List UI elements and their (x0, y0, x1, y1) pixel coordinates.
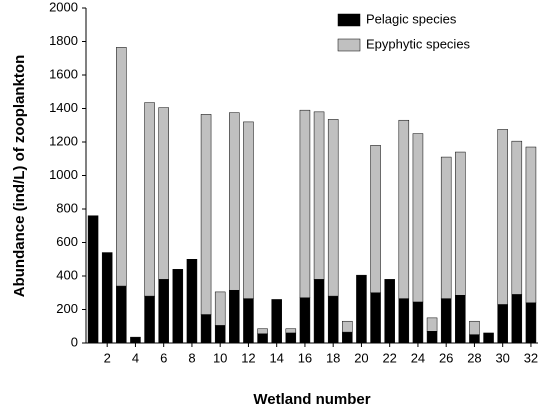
bar-segment (229, 289, 240, 344)
x-tick-label: 4 (132, 350, 139, 365)
bar-segment (455, 295, 466, 344)
x-tick-label: 2 (104, 350, 111, 365)
y-tick-label: 1600 (49, 66, 78, 81)
x-tick-label: 16 (298, 350, 312, 365)
x-tick-label: 8 (188, 350, 195, 365)
bar-segment (483, 332, 494, 344)
y-tick-label: 1000 (49, 167, 78, 182)
bar-segment (172, 269, 184, 344)
bar-segment (87, 215, 99, 344)
y-tick-label: 1400 (49, 100, 78, 115)
bar-segment (384, 279, 395, 344)
bar-segment (525, 146, 537, 304)
bar-segment (440, 156, 452, 299)
x-tick-label: 32 (524, 350, 538, 365)
bar-segment (525, 302, 537, 344)
bar-segment (370, 145, 381, 293)
legend-swatch (337, 38, 361, 52)
bar-segment (116, 47, 127, 287)
bar-segment (327, 295, 339, 344)
y-tick-label: 0 (71, 334, 78, 349)
x-tick-label: 28 (467, 350, 481, 365)
bar-segment (158, 279, 169, 344)
x-tick-label: 30 (495, 350, 509, 365)
bar-segment (426, 331, 438, 344)
legend-label: Epyphytic species (366, 36, 471, 51)
y-tick-label: 800 (56, 200, 78, 215)
bar-segment (511, 294, 523, 344)
bar-segment (412, 301, 424, 344)
bar-segment (130, 336, 141, 344)
x-tick-label: 10 (213, 350, 227, 365)
bar-segment (497, 129, 508, 305)
y-tick-label: 1200 (49, 133, 78, 148)
bar-segment (327, 119, 339, 297)
bar-segment (313, 111, 325, 280)
bar-segment (257, 328, 268, 335)
bar-segment (342, 331, 353, 344)
y-tick-label: 200 (56, 301, 78, 316)
bar-segment (158, 107, 169, 280)
legend-swatch (337, 13, 361, 27)
bar-segment (313, 279, 325, 344)
x-tick-label: 18 (326, 350, 340, 365)
x-axis-title: Wetland number (253, 391, 370, 408)
bar-segment (299, 109, 311, 299)
bar-segment (285, 332, 297, 344)
bar-segment (144, 102, 155, 297)
x-tick-label: 26 (439, 350, 453, 365)
bar-segment (271, 299, 282, 344)
bar-segment (440, 298, 452, 344)
x-tick-label: 20 (354, 350, 368, 365)
y-tick-label: 2000 (49, 0, 78, 14)
bar-segment (370, 292, 381, 344)
bar-segment (426, 317, 438, 332)
bar-segment (243, 121, 254, 299)
bar-segment (398, 119, 410, 299)
y-tick-label: 400 (56, 267, 78, 282)
bar-segment (243, 298, 254, 344)
x-tick-label: 24 (411, 350, 425, 365)
bar-segment (398, 298, 410, 344)
bar-segment (257, 333, 268, 344)
bar-segment (342, 320, 353, 333)
bar-segment (144, 295, 155, 344)
bar-segment (214, 291, 226, 326)
bar-segment (469, 334, 480, 344)
bar-segment (285, 328, 297, 334)
bar-segment (469, 320, 480, 335)
x-tick-label: 14 (269, 350, 283, 365)
x-tick-label: 12 (241, 350, 255, 365)
legend-label: Pelagic species (366, 11, 457, 26)
bar-segment (229, 112, 240, 291)
y-axis-title: Abundance (ind/L) of zooplankton (11, 55, 28, 297)
bar-segment (412, 133, 424, 303)
bar-segment (455, 151, 466, 296)
x-tick-label: 22 (382, 350, 396, 365)
bar-segment (200, 314, 212, 344)
bar-segment (356, 274, 367, 344)
bar-segment (497, 304, 508, 344)
y-tick-label: 1800 (49, 33, 78, 48)
bar-segment (101, 252, 113, 344)
bar-segment (214, 325, 226, 344)
x-tick-label: 6 (160, 350, 167, 365)
bar-segment (116, 285, 127, 344)
bar-segment (299, 297, 311, 344)
bar-segment (200, 114, 212, 315)
y-tick-label: 600 (56, 234, 78, 249)
bar-segment (511, 140, 523, 295)
bar-segment (186, 259, 198, 344)
